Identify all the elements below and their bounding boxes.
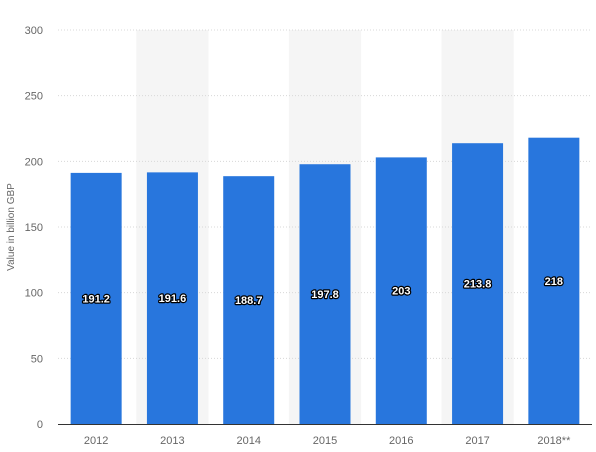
data-label: 197.8 xyxy=(311,289,339,301)
data-label: 188.7 xyxy=(235,295,263,307)
x-tick-label: 2017 xyxy=(465,435,489,447)
bar[interactable] xyxy=(299,164,351,425)
y-tick-label: 50 xyxy=(31,353,43,365)
y-tick-label: 100 xyxy=(25,288,43,300)
data-labels: 191.2 191.6 188.7 197.8 203 213.8 218 xyxy=(81,275,564,309)
y-tick-label: 300 xyxy=(25,25,43,37)
data-label: 191.6 xyxy=(159,293,187,305)
bar[interactable] xyxy=(146,172,198,424)
x-tick-label: 2018** xyxy=(537,435,571,447)
x-tick-label: 2012 xyxy=(84,435,108,447)
x-tick-label: 2015 xyxy=(313,435,337,447)
bar[interactable] xyxy=(452,143,504,424)
y-tick-label: 0 xyxy=(37,419,43,431)
y-tick-label: 150 xyxy=(25,222,43,234)
data-label: 203 xyxy=(392,286,410,298)
x-tick-labels: 2012 2013 2014 2015 2016 2017 2018** xyxy=(84,435,571,447)
y-tick-labels: 0 50 100 150 200 250 300 xyxy=(25,25,43,431)
data-label: 218 xyxy=(545,276,563,288)
data-label: 213.8 xyxy=(464,279,492,291)
y-tick-label: 250 xyxy=(25,91,43,103)
bar[interactable] xyxy=(223,176,275,424)
y-axis-title: Value in billion GBP xyxy=(6,183,17,271)
bar[interactable] xyxy=(70,172,122,424)
bar[interactable] xyxy=(528,137,580,424)
bar[interactable] xyxy=(375,157,427,425)
x-tick-label: 2016 xyxy=(389,435,413,447)
x-tick-label: 2013 xyxy=(160,435,184,447)
bars xyxy=(70,137,580,425)
y-tick-label: 200 xyxy=(25,156,43,168)
x-tick-label: 2014 xyxy=(236,435,260,447)
data-label: 191.2 xyxy=(82,293,110,305)
